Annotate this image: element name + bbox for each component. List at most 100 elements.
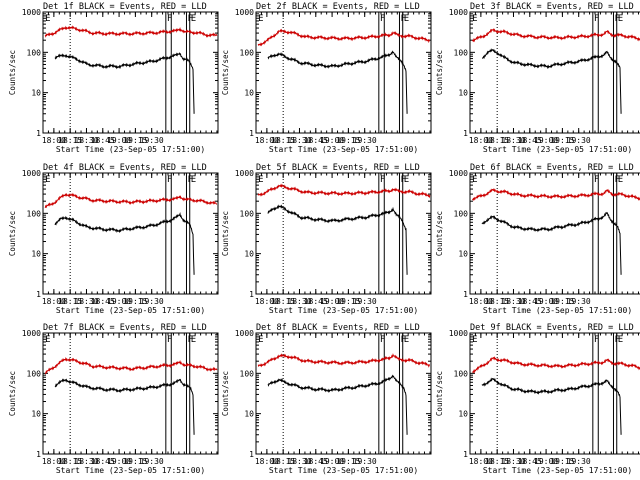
x-tick-label: 18:15 — [58, 457, 82, 466]
y-tick-label: 1 — [36, 450, 41, 459]
detector-panel: Det 1f BLACK = Events, RED = LLD 1 10 100 10… — [8, 2, 219, 154]
events-series-line — [267, 50, 408, 114]
x-tick-label: 19:00 — [320, 136, 344, 145]
y-tick-label: 10 — [458, 410, 468, 419]
flag-label: F — [594, 14, 599, 24]
plot-frame — [42, 11, 219, 134]
y-tick-label: 10 — [244, 410, 254, 419]
y-tick-label: 1000 — [449, 329, 468, 338]
flag-label: F — [614, 335, 619, 345]
flag-label: E — [472, 175, 477, 185]
y-tick-label: 1 — [249, 129, 254, 138]
x-tick-label: 18:00 — [469, 457, 493, 466]
x-tick-label: 18:45 — [304, 136, 328, 145]
x-tick-label: 19:30 — [567, 136, 591, 145]
detector-panel: Det 8f BLACK = Events, RED = LLD 1 10 100 10… — [221, 323, 432, 475]
y-tick-label: 1000 — [235, 8, 254, 17]
flag-label: F — [380, 175, 385, 185]
lld-series-line — [257, 353, 431, 368]
x-tick-label: 19:30 — [140, 457, 164, 466]
x-axis-label: Start Time (23-Sep-05 17:51:00) — [269, 466, 418, 475]
y-tick-label: 10 — [458, 89, 468, 98]
events-series-line — [267, 204, 408, 275]
x-tick-label: 18:00 — [42, 457, 66, 466]
y-axis-label: Counts/sec — [435, 371, 444, 416]
events-series-line — [482, 48, 622, 114]
flag-label: F — [380, 335, 385, 345]
flag-label: F — [400, 175, 405, 185]
detector-panel: Det 5f BLACK = Events, RED = LLD 1 10 100 10… — [221, 163, 432, 315]
panel-title: Det 8f BLACK = Events, RED = LLD — [256, 323, 420, 333]
events-series-line — [54, 211, 195, 275]
flag-label: F — [400, 335, 405, 345]
plot-frame — [255, 332, 432, 455]
y-tick-label: 10 — [31, 250, 41, 259]
flag-label: E — [45, 175, 50, 185]
plot-frame — [255, 172, 432, 295]
y-tick-label: 1000 — [449, 169, 468, 178]
x-tick-label: 18:00 — [255, 297, 279, 306]
x-tick-label: 19:30 — [353, 136, 377, 145]
flag-label: E — [618, 14, 623, 24]
y-tick-label: 100 — [27, 48, 42, 57]
events-series-line — [267, 374, 408, 435]
lld-series-line — [44, 356, 218, 375]
y-tick-label: 1000 — [22, 329, 41, 338]
x-tick-label: 19:15 — [550, 297, 574, 306]
y-tick-label: 1000 — [449, 8, 468, 17]
panel-title: Det 3f BLACK = Events, RED = LLD — [470, 2, 634, 12]
flag-label: F — [167, 14, 172, 24]
x-tick-label: 18:15 — [271, 136, 295, 145]
flag-label: E — [45, 335, 50, 345]
y-tick-label: 1000 — [22, 8, 41, 17]
y-tick-label: 10 — [244, 250, 254, 259]
y-axis-label: Counts/sec — [8, 211, 17, 256]
x-axis-label: Start Time (23-Sep-05 17:51:00) — [269, 145, 418, 154]
x-tick-label: 19:15 — [550, 457, 574, 466]
x-tick-label: 19:15 — [336, 457, 360, 466]
flag-label: E — [618, 175, 623, 185]
y-axis-label: Counts/sec — [8, 371, 17, 416]
x-tick-label: 19:15 — [336, 136, 360, 145]
x-tick-label: 18:15 — [271, 457, 295, 466]
flag-label: F — [167, 175, 172, 185]
flag-label: E — [404, 175, 409, 185]
x-tick-label: 19:30 — [567, 297, 591, 306]
x-tick-label: 18:15 — [485, 457, 509, 466]
flag-label: F — [167, 335, 172, 345]
detector-panel: Det 4f BLACK = Events, RED = LLD 1 10 100 10… — [8, 163, 219, 315]
y-tick-label: 100 — [454, 209, 469, 218]
detector-panel: Det 6f BLACK = Events, RED = LLD 1 10 100 10… — [435, 163, 640, 315]
x-tick-label: 18:15 — [58, 136, 82, 145]
x-tick-label: 19:15 — [123, 136, 147, 145]
lld-series-line — [257, 28, 430, 47]
lld-series-line — [472, 187, 640, 202]
x-tick-label: 19:00 — [320, 457, 344, 466]
plot-frame — [255, 11, 432, 134]
flag-label: F — [614, 175, 619, 185]
panel-title: Det 9f BLACK = Events, RED = LLD — [470, 323, 634, 333]
x-tick-label: 18:45 — [518, 297, 542, 306]
flag-label: E — [191, 175, 196, 185]
x-tick-label: 19:30 — [140, 297, 164, 306]
x-tick-label: 18:15 — [58, 297, 82, 306]
y-axis-label: Counts/sec — [221, 371, 230, 416]
y-axis-label: Counts/sec — [435, 211, 444, 256]
y-axis-label: Counts/sec — [435, 50, 444, 95]
plot-frame — [42, 172, 219, 295]
plot-frame — [469, 332, 640, 455]
y-tick-label: 100 — [27, 209, 42, 218]
x-tick-label: 19:15 — [123, 297, 147, 306]
x-tick-label: 19:30 — [353, 457, 377, 466]
flag-label: E — [472, 14, 477, 24]
flag-label: E — [404, 335, 409, 345]
x-tick-label: 18:30 — [287, 457, 311, 466]
x-tick-label: 19:15 — [336, 297, 360, 306]
x-tick-label: 18:30 — [74, 457, 98, 466]
panel-title: Det 5f BLACK = Events, RED = LLD — [256, 163, 420, 173]
flag-label: F — [187, 175, 192, 185]
x-tick-label: 19:00 — [534, 136, 558, 145]
events-series-line — [481, 377, 622, 435]
plot-frame — [469, 11, 640, 134]
